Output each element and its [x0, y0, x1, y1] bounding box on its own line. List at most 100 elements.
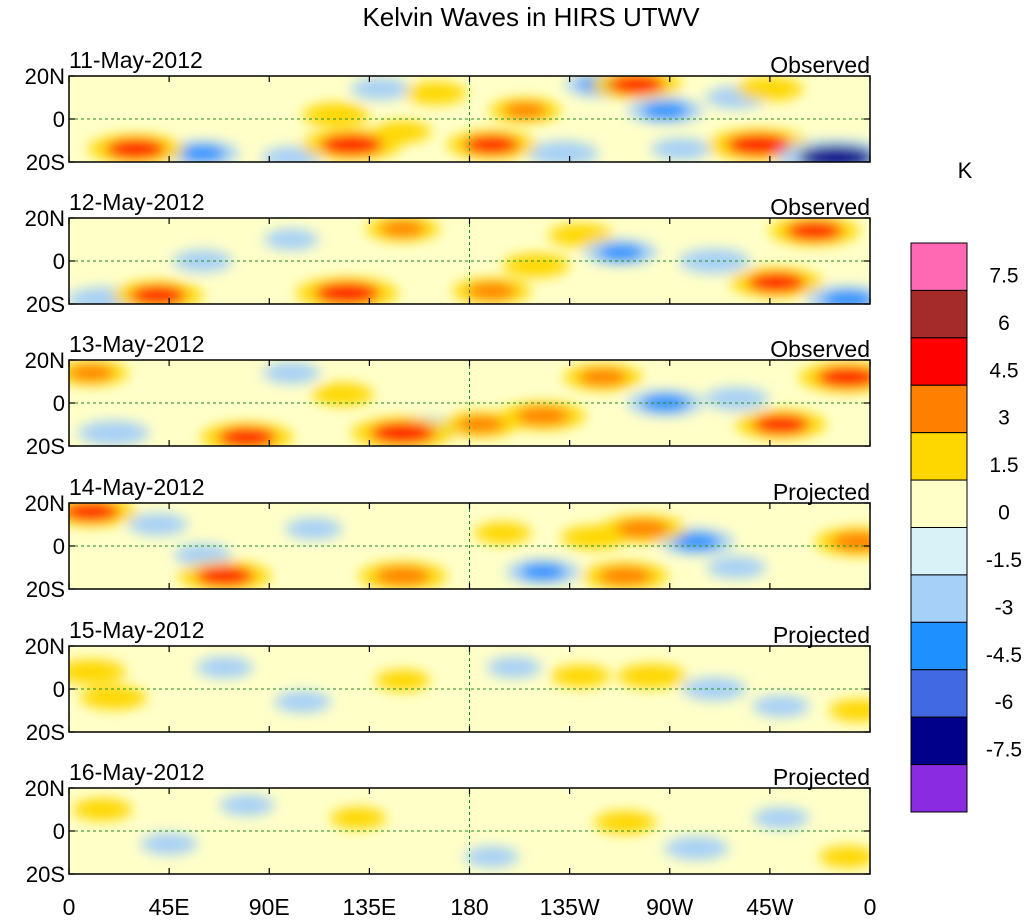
- x-tick-label: 90E: [249, 894, 290, 920]
- anomaly-core: [463, 135, 520, 155]
- anomaly-core: [497, 660, 531, 675]
- panel-status-label: Projected: [773, 479, 870, 505]
- anomaly-core: [296, 522, 331, 536]
- anomaly-core: [323, 387, 362, 402]
- map-panel: 20N 0 20S 14-May-2012 Projected: [25, 474, 871, 602]
- anomaly-core: [195, 566, 254, 586]
- anomaly-core: [275, 232, 308, 247]
- anomaly-core: [749, 81, 791, 97]
- y-tick-label: 20S: [26, 862, 65, 887]
- colorbar-swatch: [910, 764, 968, 813]
- y-tick-label: 0: [53, 534, 65, 559]
- anomaly-core: [230, 798, 264, 812]
- anomaly-core: [718, 560, 755, 575]
- x-tick-label: 180: [450, 894, 488, 920]
- anomaly-core: [457, 416, 505, 433]
- y-tick-label: 0: [53, 391, 65, 416]
- y-tick-label: 20N: [25, 348, 65, 373]
- y-tick-label: 20N: [25, 634, 65, 659]
- anomaly-core: [319, 134, 384, 156]
- anomaly-core: [798, 145, 870, 162]
- y-tick-label: 0: [53, 249, 65, 274]
- anomaly-core: [140, 517, 176, 532]
- y-tick-label: 20S: [26, 292, 65, 317]
- anomaly-core: [273, 150, 310, 162]
- colorbar-tick-label: 4.5: [989, 359, 1018, 382]
- x-tick-label: 0: [63, 894, 76, 920]
- panel-status-label: Observed: [770, 336, 870, 362]
- y-tick-label: 20N: [25, 491, 65, 516]
- x-tick-label: 45E: [149, 894, 190, 920]
- map-panel: 20N 0 20S 12-May-2012 Observed: [25, 189, 871, 317]
- anomaly-core: [105, 139, 166, 160]
- anomaly-field: [69, 656, 870, 723]
- colorbar-swatch: [910, 289, 968, 339]
- anomaly-core: [475, 850, 509, 864]
- colorbar-swatch: [910, 621, 968, 671]
- colorbar-tick-label: -7.5: [986, 739, 1022, 762]
- anomaly-core: [607, 76, 665, 95]
- anomaly-core: [752, 414, 810, 435]
- anomaly-core: [217, 427, 277, 446]
- colorbar-swatch: [910, 479, 968, 529]
- panel-date-label: 15-May-2012: [69, 617, 205, 643]
- y-tick-label: 20S: [26, 720, 65, 745]
- anomaly-core: [285, 695, 320, 709]
- anomaly-core: [763, 699, 799, 713]
- anomaly-core: [830, 850, 865, 864]
- panel-date-label: 12-May-2012: [69, 189, 205, 215]
- anomaly-core: [370, 422, 436, 444]
- anomaly-core: [562, 669, 599, 684]
- colorbar-units-label: K: [958, 158, 973, 183]
- colorbar-tick-label: -4.5: [986, 644, 1022, 667]
- anomaly-core: [341, 811, 376, 825]
- panel-status-label: Projected: [773, 764, 870, 790]
- anomaly-core: [185, 547, 220, 562]
- anomaly-field: [69, 503, 870, 589]
- anomaly-core: [694, 681, 734, 697]
- anomaly-core: [375, 566, 431, 586]
- anomaly-core: [207, 660, 242, 675]
- anomaly-core: [676, 840, 717, 856]
- anomaly-core: [274, 366, 309, 380]
- y-tick-label: 20N: [25, 776, 65, 801]
- anomaly-core: [69, 364, 115, 382]
- anomaly-core: [467, 282, 517, 300]
- x-tick-label: 135E: [343, 894, 397, 920]
- y-tick-label: 20S: [26, 577, 65, 602]
- anomaly-core: [540, 145, 585, 162]
- colorbar-tick-label: 7.5: [989, 264, 1018, 287]
- y-tick-label: 20N: [25, 64, 65, 89]
- chart-title: Kelvin Waves in HIRS UTWV: [362, 2, 700, 32]
- anomaly-core: [315, 107, 357, 123]
- anomaly-core: [672, 533, 721, 551]
- anomaly-core: [91, 425, 136, 442]
- colorbar-tick-label: 6: [998, 312, 1010, 335]
- colorbar-swatch: [910, 574, 968, 623]
- x-tick-label: 0: [864, 894, 877, 920]
- panel-status-label: Observed: [770, 194, 870, 220]
- colorbar-tick-label: -3: [995, 596, 1014, 619]
- anomaly-core: [386, 673, 420, 688]
- x-tick-label: 90W: [646, 894, 694, 920]
- anomaly-core: [362, 81, 399, 96]
- y-tick-label: 0: [53, 107, 65, 132]
- colorbar-swatch: [910, 527, 968, 576]
- map-panel: 20N 0 20S 13-May-2012 Observed: [25, 331, 871, 459]
- y-tick-label: 0: [53, 819, 65, 844]
- anomaly-core: [70, 664, 113, 680]
- anomaly-field: [69, 218, 870, 304]
- anomaly-field: [72, 794, 870, 869]
- y-tick-label: 20S: [26, 150, 65, 175]
- panel-status-label: Projected: [773, 622, 870, 648]
- x-tick-label: 135W: [540, 894, 600, 920]
- panel-date-label: 16-May-2012: [69, 759, 205, 785]
- anomaly-core: [379, 220, 426, 237]
- colorbar-tick-label: -6: [995, 691, 1014, 714]
- anomaly-core: [606, 815, 645, 830]
- colorbar: 7.5 6 4.5 3 1.5 0 -1.5 -3 -4.5 -6 -7.5: [910, 242, 1022, 813]
- colorbar-tick-label: -1.5: [986, 549, 1022, 572]
- y-tick-label: 0: [53, 677, 65, 702]
